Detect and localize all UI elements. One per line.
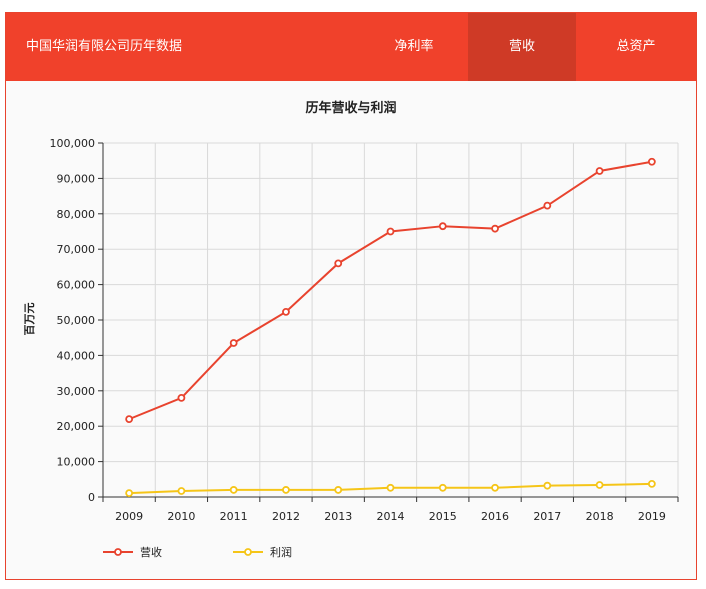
x-tick-label: 2011 — [220, 510, 248, 523]
data-point[interactable] — [125, 415, 134, 424]
data-point[interactable] — [595, 481, 604, 489]
y-tick-label: 60,000 — [57, 279, 96, 292]
chart-legend: 营收 利润 — [103, 545, 292, 559]
legend-label[interactable]: 营收 — [140, 545, 162, 559]
chart-grid — [102, 142, 679, 497]
chart-title: 历年营收与利润 — [305, 101, 397, 116]
x-tick-label: 2019 — [638, 510, 666, 523]
data-point[interactable] — [647, 157, 656, 166]
x-tick-label: 2016 — [481, 510, 509, 523]
data-point[interactable] — [229, 486, 238, 494]
data-point[interactable] — [386, 227, 395, 236]
data-point[interactable] — [438, 222, 447, 231]
data-point[interactable] — [177, 487, 186, 495]
data-point[interactable] — [543, 201, 552, 210]
y-tick-label: 90,000 — [57, 172, 96, 185]
y-tick-label: 100,000 — [50, 137, 96, 150]
data-point[interactable] — [282, 486, 290, 494]
data-point[interactable] — [543, 481, 552, 490]
tab-net-margin[interactable]: 净利率 — [394, 39, 434, 54]
x-axis-ticks: 2009 2010 2011 2012 2013 2014 2015 2016 2017 2018… — [102, 497, 679, 523]
data-point[interactable] — [177, 393, 186, 402]
data-point[interactable] — [125, 489, 134, 498]
legend-label[interactable]: 利润 — [270, 545, 292, 559]
y-tick-label: 20,000 — [57, 420, 96, 433]
data-point[interactable] — [595, 167, 604, 175]
data-point[interactable] — [229, 339, 238, 347]
x-tick-label: 2017 — [533, 510, 561, 523]
y-tick-label: 50,000 — [57, 314, 96, 327]
data-point[interactable] — [386, 483, 395, 492]
data-point[interactable] — [491, 483, 499, 492]
x-tick-label: 2013 — [324, 510, 352, 523]
x-tick-label: 2015 — [429, 510, 457, 523]
line-chart: 0 10,000 20,000 30,000 40,000 50,000 60,000 70,… — [23, 137, 679, 559]
y-tick-label: 10,000 — [57, 456, 96, 469]
x-tick-label: 2018 — [586, 510, 614, 523]
x-tick-label: 2014 — [377, 510, 405, 523]
tab-total-assets[interactable]: 总资产 — [616, 39, 656, 54]
y-tick-label: 40,000 — [57, 349, 96, 362]
y-tick-label: 30,000 — [57, 385, 96, 398]
y-tick-label: 70,000 — [57, 243, 96, 256]
header-bar: 中国华润有限公司历年数据 净利率 营收 总资产 — [6, 13, 696, 81]
x-tick-label: 2012 — [272, 510, 300, 523]
y-tick-label: 80,000 — [57, 208, 96, 221]
y-axis-label: 百万元 — [23, 303, 36, 336]
legend-swatch-marker — [244, 548, 252, 556]
data-point[interactable] — [491, 224, 499, 233]
x-tick-label: 2009 — [115, 510, 143, 523]
y-tick-label: 0 — [88, 491, 95, 504]
data-point[interactable] — [438, 483, 447, 492]
data-point[interactable] — [334, 486, 343, 494]
chart-series — [125, 157, 656, 498]
data-point[interactable] — [282, 307, 290, 316]
chart-panel: 中国华润有限公司历年数据 净利率 营收 总资产 历年营收与利润 0 10,000 2… — [5, 12, 697, 580]
legend-swatch-marker — [114, 548, 122, 556]
x-tick-label: 2010 — [167, 510, 195, 523]
data-point[interactable] — [334, 259, 343, 268]
brand-title: 中国华润有限公司历年数据 — [26, 39, 183, 54]
tab-revenue[interactable]: 营收 — [468, 13, 576, 81]
data-point[interactable] — [647, 480, 656, 488]
y-axis-ticks: 0 10,000 20,000 30,000 40,000 50,000 60,000 70,… — [50, 137, 103, 504]
